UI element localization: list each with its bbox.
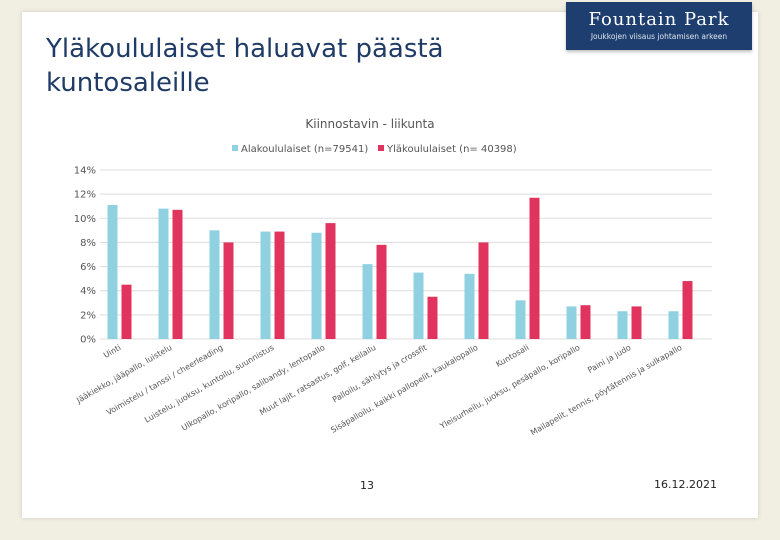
bar-s1-7 xyxy=(413,272,424,339)
page-number: 13 xyxy=(360,479,374,492)
slide-title: Yläkoululaiset haluavat päästä kuntosale… xyxy=(46,32,566,100)
x-category-label-9: Kuntosali xyxy=(494,343,530,369)
legend-label-1: Alakoululaiset (n=79541) xyxy=(241,144,368,155)
y-tick-label-5: 10% xyxy=(74,214,96,225)
bar-s1-3 xyxy=(209,230,220,339)
y-tick-label-6: 12% xyxy=(74,190,96,201)
logo-name: Fountain Park xyxy=(588,9,730,30)
bar-s1-6 xyxy=(362,264,373,339)
bar-s2-3 xyxy=(223,242,234,339)
x-category-label-1: Uinti xyxy=(102,343,123,360)
x-category-label-2: Jääkiekko, jääpallo, luistelu xyxy=(74,343,173,405)
title-line-1: Yläkoululaiset haluavat päästä xyxy=(46,34,444,64)
bar-s2-9 xyxy=(529,197,540,339)
y-tick-label-4: 8% xyxy=(80,238,96,249)
bar-s1-11 xyxy=(617,311,628,339)
y-tick-label-1: 2% xyxy=(80,310,96,321)
logo-tagline: Joukkojen viisaus johtamisen arkeen xyxy=(590,32,728,41)
bar-s1-5 xyxy=(311,232,322,339)
bar-s1-8 xyxy=(464,273,475,339)
bar-s2-7 xyxy=(427,296,438,339)
slide xyxy=(22,12,758,518)
y-tick-label-3: 6% xyxy=(80,262,96,273)
chart-title: Kiinnostavin - liikunta xyxy=(305,117,434,131)
bar-s1-9 xyxy=(515,300,526,339)
bar-s2-2 xyxy=(172,209,183,339)
bar-s2-12 xyxy=(682,281,693,339)
x-category-label-7: Palloilu, sählytys ja crossfit xyxy=(331,343,429,405)
bar-s2-6 xyxy=(376,244,387,339)
legend-swatch-2 xyxy=(378,145,384,151)
bar-s2-4 xyxy=(274,231,285,339)
bar-s1-12 xyxy=(668,311,679,339)
bar-s1-2 xyxy=(158,208,169,339)
y-tick-label-2: 4% xyxy=(80,286,96,297)
bar-s2-8 xyxy=(478,242,489,339)
bar-s2-10 xyxy=(580,305,591,339)
y-tick-label-0: 0% xyxy=(80,335,96,346)
bar-s1-10 xyxy=(566,306,577,339)
bar-s2-5 xyxy=(325,223,336,339)
legend-swatch-1 xyxy=(232,145,238,151)
y-tick-label-7: 14% xyxy=(74,166,96,177)
bar-s2-11 xyxy=(631,306,642,339)
legend-label-2: Yläkoululaiset (n= 40398) xyxy=(386,144,517,155)
bar-s1-4 xyxy=(260,231,271,339)
bar-s2-1 xyxy=(121,284,132,339)
fountain-park-logo: Fountain Park Joukkojen viisaus johtamis… xyxy=(566,2,752,50)
bar-s1-1 xyxy=(107,205,118,339)
slide-date: 16.12.2021 xyxy=(654,478,717,491)
title-line-2: kuntosaleille xyxy=(46,68,210,98)
x-category-label-11: Paini ja judo xyxy=(586,343,632,375)
